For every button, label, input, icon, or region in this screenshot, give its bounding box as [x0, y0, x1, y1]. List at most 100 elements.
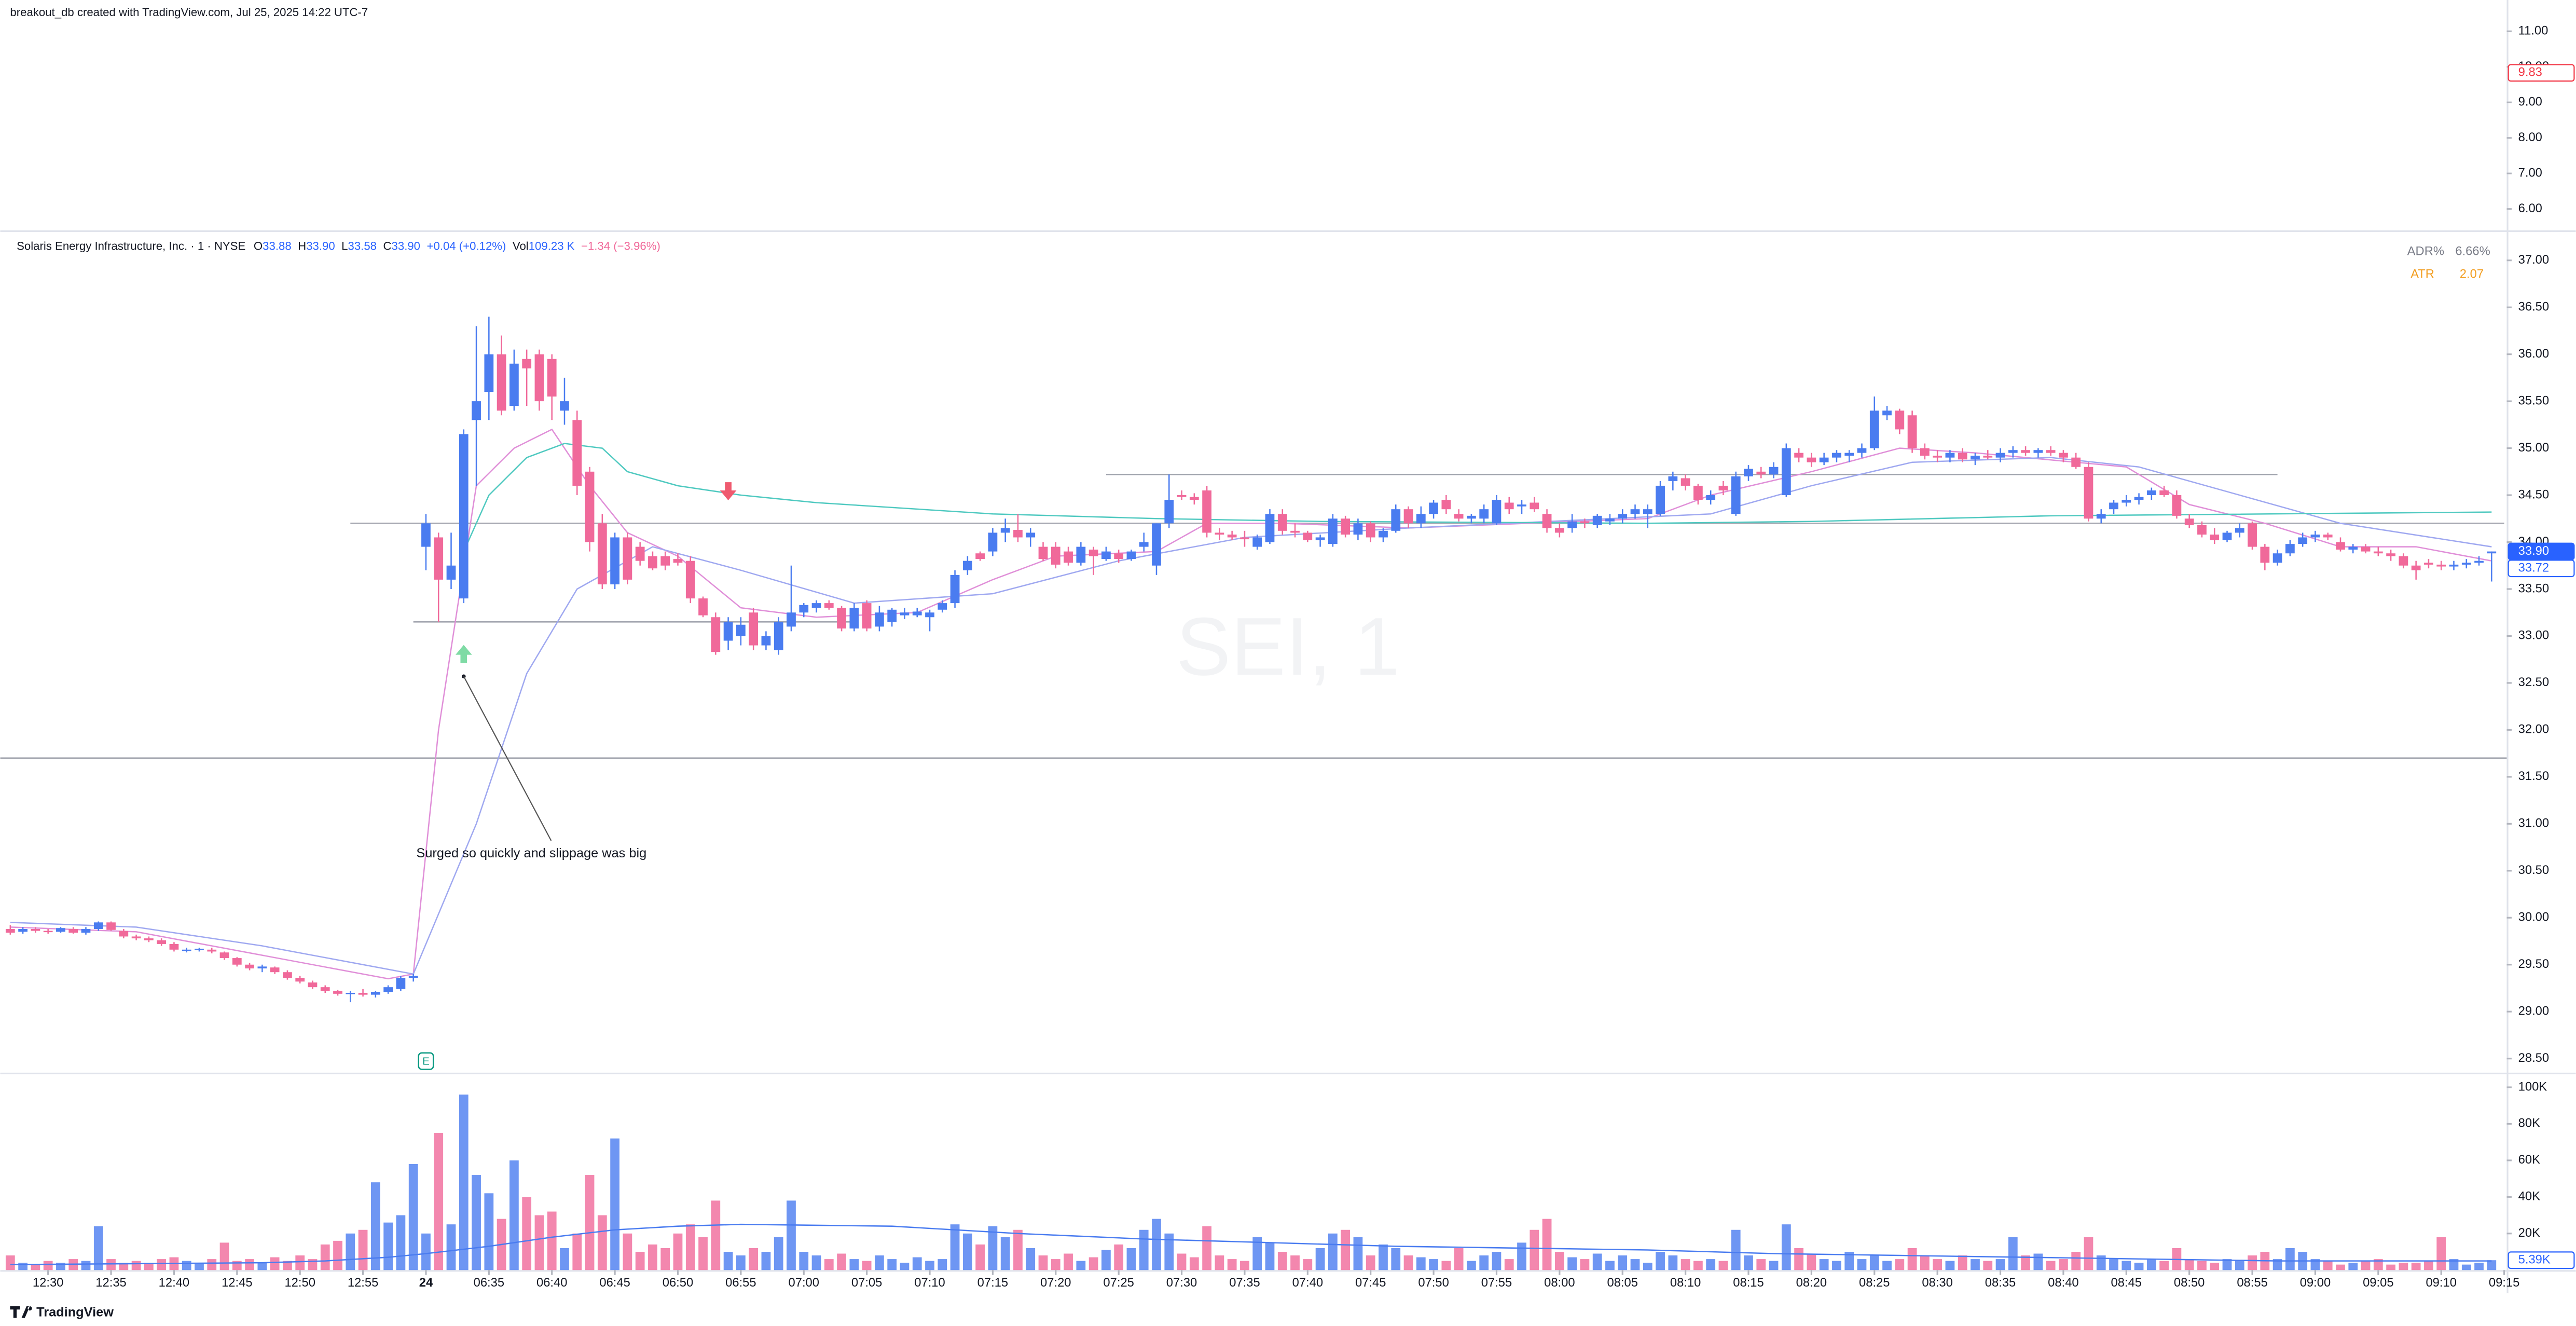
candle-body	[1643, 509, 1652, 514]
volume-bar	[1441, 1261, 1451, 1270]
candle-body	[635, 546, 645, 561]
volume-bar	[472, 1175, 481, 1270]
volume-bar	[962, 1233, 972, 1270]
volume-ma	[10, 1223, 2492, 1265]
volume-bar	[1807, 1253, 1816, 1270]
candle-body	[585, 471, 595, 542]
x-tick-label: 08:50	[2174, 1276, 2205, 1290]
candle-body	[572, 420, 582, 486]
candle-body	[736, 624, 746, 636]
volume-bar	[635, 1251, 645, 1270]
candle-body	[2411, 565, 2421, 570]
x-tick-label: 07:45	[1355, 1276, 1386, 1290]
candle-body	[1580, 521, 1590, 524]
adr-label: ADR%	[2407, 244, 2444, 258]
volume-bar	[761, 1251, 771, 1270]
volume-bar	[2197, 1261, 2207, 1270]
volume-bar	[1328, 1233, 1338, 1270]
moving-average	[10, 428, 2492, 980]
y-tick-label: 20K	[2518, 1226, 2540, 1240]
volume-bar	[283, 1261, 292, 1270]
candle-body	[2146, 490, 2156, 496]
candle-body	[2172, 495, 2182, 516]
y-tick-label: 32.00	[2518, 722, 2549, 736]
price-label: 33.72	[2518, 561, 2549, 575]
volume-bar	[1605, 1261, 1615, 1270]
volume-bar	[1379, 1244, 1388, 1270]
legend-value: 109.23 K	[529, 239, 575, 252]
legend-day-change: −1.34 (−3.96%)	[581, 239, 660, 252]
candle-body	[257, 966, 267, 968]
volume-bar	[1504, 1259, 1514, 1270]
volume-bar	[408, 1164, 418, 1270]
volume-bar	[2122, 1261, 2131, 1270]
volume-bar	[938, 1259, 947, 1270]
volume-bar	[2272, 1259, 2282, 1270]
volume-bar	[1303, 1259, 1313, 1270]
atr-label: ATR	[2410, 267, 2434, 281]
volume-bar	[1064, 1253, 1073, 1270]
candle-body	[270, 967, 280, 973]
candle-body	[1618, 514, 1628, 519]
candle-body	[56, 928, 65, 932]
y-tick-label: 37.00	[2518, 253, 2549, 267]
candle-body	[1454, 514, 1464, 519]
volume-bar	[711, 1200, 721, 1270]
candle-body	[2310, 535, 2320, 538]
volume-bar	[1341, 1229, 1351, 1270]
candle-body	[31, 928, 40, 931]
volume-bar	[1479, 1255, 1489, 1270]
y-tick-label: 36.50	[2518, 299, 2549, 313]
y-tick-label: 33.50	[2518, 581, 2549, 595]
volume-bar	[2222, 1259, 2232, 1270]
volume-bar	[824, 1259, 834, 1270]
volume-bar	[698, 1237, 708, 1270]
x-tick-label: 09:05	[2363, 1276, 2393, 1290]
candle-body	[2399, 556, 2408, 566]
candle-body	[1668, 476, 1678, 481]
y-tick-label: 9.00	[2518, 95, 2542, 109]
volume-bar	[887, 1259, 897, 1270]
candle-body	[484, 354, 494, 392]
candle-body	[1026, 532, 1036, 538]
candle-body	[2336, 542, 2345, 550]
candle-body	[195, 948, 204, 950]
candle-body	[1693, 485, 1703, 500]
candle-body	[824, 603, 834, 608]
brand-name: TradingView	[36, 1305, 114, 1319]
volume-bar	[736, 1255, 746, 1270]
candle-body	[597, 523, 607, 584]
candle-body	[509, 363, 519, 406]
candle-body	[2449, 564, 2459, 567]
candle-body	[320, 987, 330, 991]
volume-bar	[1517, 1242, 1526, 1270]
candle-body	[660, 556, 670, 566]
volume-bar	[975, 1244, 985, 1270]
volume-bar	[1038, 1255, 1048, 1270]
candle-body	[1391, 509, 1401, 531]
candle-body	[925, 612, 934, 618]
candle-body	[383, 987, 393, 992]
legend-value: 33.88	[263, 239, 291, 252]
candle-body	[1832, 453, 1841, 458]
volume-bar	[2184, 1259, 2194, 1270]
volume-bar	[2033, 1253, 2043, 1270]
candle-body	[245, 964, 254, 968]
candle-body	[1794, 453, 1803, 458]
volume-bar	[119, 1263, 129, 1270]
volume-bar	[1995, 1259, 2005, 1270]
candle-body	[1114, 553, 1124, 559]
volume-bar	[295, 1255, 305, 1270]
y-tick-label: 33.00	[2518, 628, 2549, 643]
candle-body	[1076, 546, 1086, 563]
volume-bar	[1656, 1251, 1665, 1270]
legend-key: O	[254, 239, 263, 252]
volume-bar	[1114, 1244, 1124, 1270]
volume-bar	[1240, 1261, 1249, 1270]
candle-body	[408, 976, 418, 978]
candle-body	[761, 636, 771, 646]
volume-bar	[1177, 1253, 1187, 1270]
y-tick-label: 29.00	[2518, 1004, 2549, 1018]
volume-bar	[219, 1242, 229, 1270]
y-tick-label: 40K	[2518, 1190, 2540, 1204]
